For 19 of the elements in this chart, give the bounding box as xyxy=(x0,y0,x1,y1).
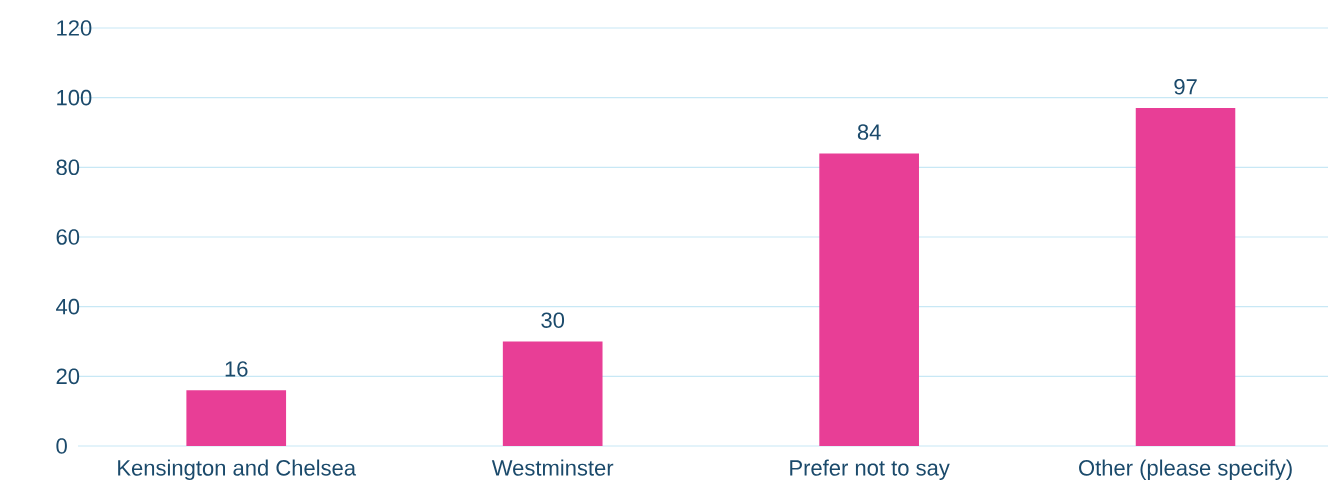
x-tick-label: Other (please specify) xyxy=(1079,459,1292,481)
y-tick-label: 0 xyxy=(56,438,67,454)
bar xyxy=(819,153,919,446)
bar xyxy=(1135,108,1236,446)
x-tick-label: Kensington and Chelsea xyxy=(118,459,357,481)
bar xyxy=(502,341,603,446)
data-label: 16 xyxy=(225,361,248,377)
y-tick-label: 80 xyxy=(56,159,80,176)
data-label: 84 xyxy=(857,124,881,140)
bar xyxy=(186,390,287,446)
y-tick-label: 20 xyxy=(56,368,80,385)
y-tick-label: 40 xyxy=(56,298,80,315)
x-tick-label: Prefer not to say xyxy=(790,459,950,481)
data-label: 97 xyxy=(1174,79,1197,95)
y-tick-label: 100 xyxy=(57,89,92,106)
x-tick-label: Westminster xyxy=(491,459,614,476)
y-tick-label: 120 xyxy=(57,20,92,36)
data-label: 30 xyxy=(541,312,565,328)
y-tick-label: 60 xyxy=(56,229,80,245)
